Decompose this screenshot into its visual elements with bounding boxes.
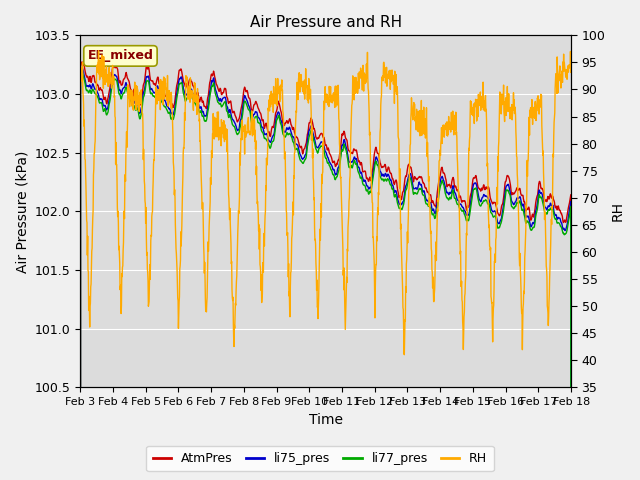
Y-axis label: Air Pressure (kPa): Air Pressure (kPa): [15, 150, 29, 273]
Y-axis label: RH: RH: [611, 201, 625, 221]
Legend: AtmPres, li75_pres, li77_pres, RH: AtmPres, li75_pres, li77_pres, RH: [147, 446, 493, 471]
X-axis label: Time: Time: [308, 413, 342, 427]
Text: EE_mixed: EE_mixed: [88, 49, 154, 62]
Title: Air Pressure and RH: Air Pressure and RH: [250, 15, 402, 30]
